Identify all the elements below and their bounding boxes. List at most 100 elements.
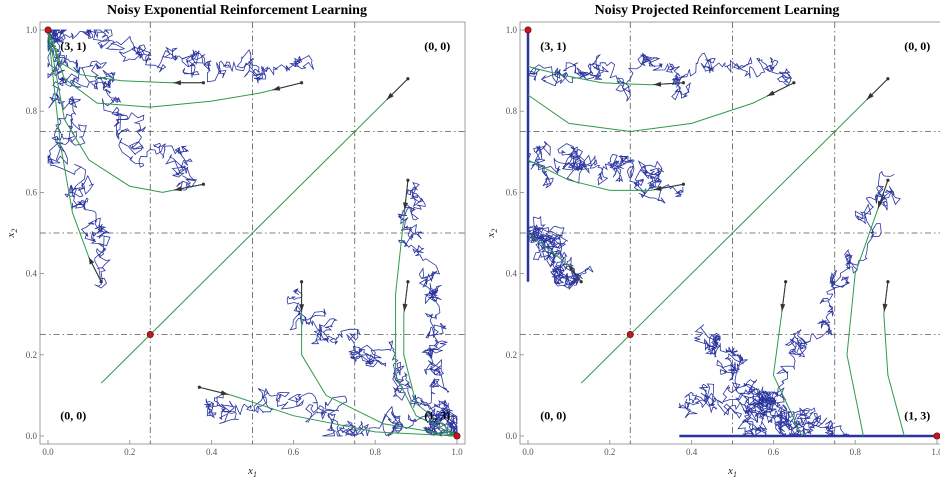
trajectory-arrow-head <box>866 92 874 100</box>
deterministic-trajectory <box>199 386 458 437</box>
trajectory-arrow-head <box>299 304 305 312</box>
y-tick-label: 1.0 <box>506 25 518 35</box>
x-tick-label: 1.0 <box>451 447 463 457</box>
x-axis-label: x1 <box>247 465 257 479</box>
x-tick-label: 0.0 <box>522 447 534 457</box>
trajectory-arrow-head <box>767 90 775 97</box>
noisy-trajectory <box>527 215 594 291</box>
y-tick-label: 0.4 <box>506 269 518 279</box>
trajectory-start-dot <box>201 81 206 85</box>
chart-panel-2: Noisy Projected Reinforcement Learning 0.… <box>485 3 940 479</box>
equilibrium-point <box>146 330 154 338</box>
noisy-trajectory <box>397 181 458 437</box>
y-tick-label: 0.8 <box>26 106 38 116</box>
trajectory-start-dot <box>99 280 103 284</box>
deterministic-trajectory <box>47 29 204 193</box>
deterministic-trajectory <box>100 78 409 384</box>
trajectory-start-dot <box>886 280 890 284</box>
payoff-corner-label: (0, 0) <box>904 39 930 53</box>
trajectory-arrow-head <box>220 390 229 396</box>
payoff-corner-label: (3, 1) <box>60 39 86 53</box>
equilibrium-point <box>933 432 940 440</box>
noisy-trajectory <box>204 387 458 437</box>
y-axis-label: x2 <box>485 229 499 239</box>
x-tick-label: 0.2 <box>604 447 615 457</box>
equilibrium-point <box>626 330 634 338</box>
trajectory-arrow-head <box>386 92 394 100</box>
deterministic-trajectory <box>527 82 795 133</box>
deterministic-trajectory <box>395 180 458 437</box>
payoff-corner-label: (1, 3) <box>904 409 930 423</box>
trajectory-start-dot <box>406 280 410 284</box>
trajectory-arrow-head <box>403 202 408 210</box>
y-tick-label: 0.6 <box>506 187 518 197</box>
trajectory-start-dot <box>197 385 201 389</box>
payoff-corner-label: (0, 0) <box>424 39 450 53</box>
deterministic-trajectory <box>580 78 889 384</box>
noisy-trajectory <box>47 28 315 84</box>
trajectory-arrow-head <box>653 185 662 191</box>
noisy-trajectory <box>47 29 198 191</box>
trajectory-start-dot <box>681 81 686 85</box>
y-tick-label: 0.2 <box>506 350 517 360</box>
y-axis-label: x2 <box>5 229 19 239</box>
noisy-trajectory <box>286 288 458 438</box>
x-axis-label-subscript: 1 <box>253 470 257 479</box>
trajectory-start-dot <box>406 178 410 182</box>
x-tick-label: 0.4 <box>686 447 698 457</box>
noisy-trajectory <box>694 324 814 437</box>
trajectory-arrow-head <box>878 200 883 209</box>
x-tick-label: 0.8 <box>370 447 382 457</box>
trajectory-start-dot <box>299 81 304 85</box>
deterministic-trajectory <box>301 281 458 437</box>
x-tick-label: 0.2 <box>124 447 135 457</box>
y-tick-label: 0.8 <box>506 106 518 116</box>
x-tick-label: 0.0 <box>42 447 54 457</box>
trajectory-arrow-head <box>88 257 95 265</box>
y-tick-label: 1.0 <box>26 25 38 35</box>
trajectory-arrow-head <box>402 303 408 312</box>
chart-title: Noisy Exponential Reinforcement Learning <box>107 3 367 18</box>
trajectory-start-dot <box>792 81 796 85</box>
payoff-corner-label: (1, 3) <box>424 409 450 423</box>
trajectory-arrow-head <box>173 80 181 86</box>
trajectory-arrow-head <box>882 303 888 312</box>
chart-panel-1: Noisy Exponential Reinforcement Learning… <box>5 3 466 479</box>
trajectory-arrow-head <box>272 85 281 91</box>
trajectory-start-dot <box>784 280 788 284</box>
y-tick-label: 0.2 <box>26 350 37 360</box>
noisy-trajectory <box>527 52 793 102</box>
trajectory-start-dot <box>201 182 206 186</box>
payoff-corner-label: (3, 1) <box>540 39 566 53</box>
x-axis-label: x1 <box>727 465 737 479</box>
trajectory-start-dot <box>579 280 583 284</box>
noisy-trajectory <box>527 141 684 204</box>
trajectory-start-dot <box>299 280 304 284</box>
x-axis-label-subscript: 1 <box>733 470 737 479</box>
y-axis-label-subscript: 2 <box>10 229 19 233</box>
x-tick-label: 1.0 <box>931 447 940 457</box>
trajectory-arrow-head <box>653 81 662 87</box>
x-tick-label: 0.6 <box>288 447 300 457</box>
deterministic-trajectory <box>846 180 889 437</box>
y-tick-label: 0.6 <box>26 187 38 197</box>
y-tick-label: 0.4 <box>26 269 38 279</box>
trajectory-start-dot <box>886 77 890 81</box>
payoff-corner-label: (0, 0) <box>60 409 86 423</box>
equilibrium-point <box>453 432 461 440</box>
x-tick-label: 0.8 <box>850 447 862 457</box>
equilibrium-point <box>44 26 52 34</box>
x-tick-label: 0.4 <box>206 447 218 457</box>
payoff-corner-label: (0, 0) <box>540 409 566 423</box>
trajectory-start-dot <box>406 77 410 81</box>
y-tick-label: 0.0 <box>506 431 518 441</box>
trajectory-start-dot <box>886 178 890 182</box>
y-tick-label: 0.0 <box>26 431 38 441</box>
trajectory-start-dot <box>681 182 686 186</box>
noisy-trajectory <box>47 28 111 289</box>
y-axis-label-subscript: 2 <box>490 229 499 233</box>
equilibrium-point <box>524 26 532 34</box>
chart-title: Noisy Projected Reinforcement Learning <box>595 3 840 18</box>
deterministic-trajectory <box>47 29 302 108</box>
